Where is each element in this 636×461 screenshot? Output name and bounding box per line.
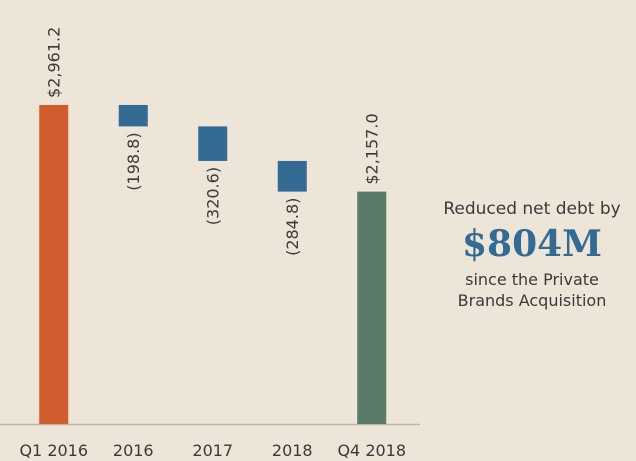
bar xyxy=(118,104,148,127)
bar xyxy=(277,160,307,192)
annotation-line: Brands Acquisition xyxy=(458,291,607,310)
data-label: $2,157.0 xyxy=(363,113,382,184)
x-tick-label: Q4 2018 xyxy=(337,441,406,460)
annotation-line: Reduced net debt by xyxy=(443,199,620,219)
bar xyxy=(357,191,387,424)
annotation-highlight: $804M xyxy=(462,223,602,265)
x-tick-label: 2016 xyxy=(113,441,154,460)
x-tick-label: 2017 xyxy=(192,441,233,460)
bar xyxy=(39,104,69,425)
x-tick-label: Q1 2016 xyxy=(19,441,88,460)
data-label: (198.8) xyxy=(124,132,143,190)
annotation-line: since the Private xyxy=(465,270,599,289)
data-label: (320.6) xyxy=(204,167,223,225)
x-tick-label: 2018 xyxy=(272,441,313,460)
data-label: (284.8) xyxy=(283,198,302,256)
data-label: $2,961.2 xyxy=(45,27,64,98)
bar xyxy=(198,126,228,161)
